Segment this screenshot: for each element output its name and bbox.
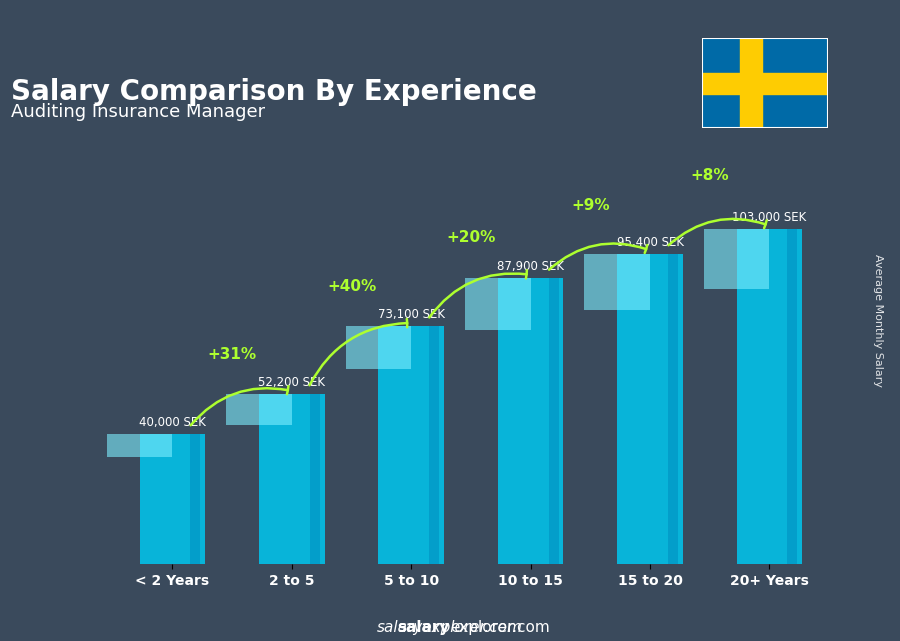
Text: 95,400 SEK: 95,400 SEK [616,236,683,249]
Text: +40%: +40% [327,279,376,294]
Text: salaryexplorer.com: salaryexplorer.com [377,620,523,635]
Bar [740,38,762,128]
Bar [549,278,559,564]
Text: +31%: +31% [208,347,256,362]
Bar [736,229,802,564]
Text: 87,900 SEK: 87,900 SEK [497,260,564,273]
Text: explorer.com: explorer.com [450,620,550,635]
Bar [310,394,320,564]
Bar [378,326,444,564]
Bar [429,326,439,564]
Bar [584,254,650,310]
Text: 40,000 SEK: 40,000 SEK [139,416,206,429]
Bar [617,254,683,564]
Bar [702,72,828,94]
Bar [704,229,770,289]
Bar [259,394,325,564]
Text: salary: salary [398,620,450,635]
Bar [668,254,678,564]
Bar [788,229,797,564]
Text: 73,100 SEK: 73,100 SEK [378,308,445,321]
Bar [346,326,411,369]
Text: +9%: +9% [571,197,609,213]
Text: +8%: +8% [690,169,729,183]
Bar [226,394,292,425]
Text: +20%: +20% [446,230,496,245]
Text: Salary Comparison By Experience: Salary Comparison By Experience [11,78,536,106]
Bar [191,434,201,564]
Bar [498,278,563,564]
Bar [140,434,205,564]
Text: 52,200 SEK: 52,200 SEK [258,376,325,389]
Text: 103,000 SEK: 103,000 SEK [733,211,806,224]
Bar [107,434,173,457]
Text: Auditing Insurance Manager: Auditing Insurance Manager [11,103,265,121]
Text: Average Monthly Salary: Average Monthly Salary [873,254,883,387]
Bar [465,278,531,329]
